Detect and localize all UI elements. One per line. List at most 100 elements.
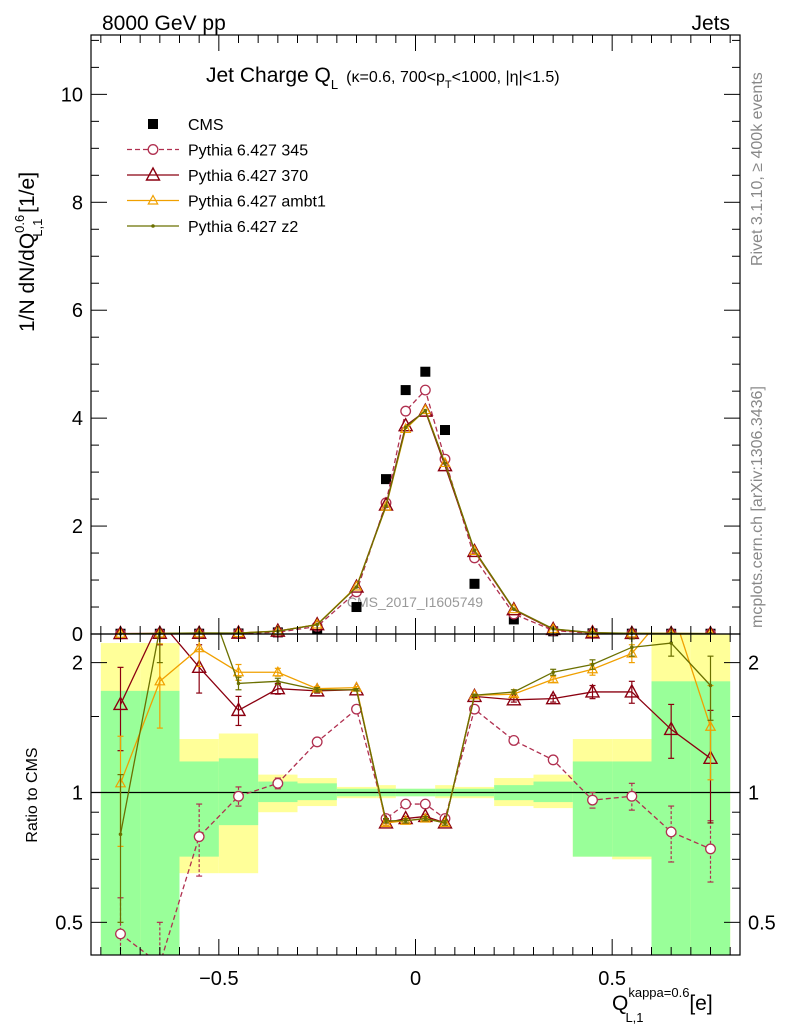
main-point-cms-10 [440, 425, 450, 436]
main-point-z2-7 [384, 504, 388, 508]
ratio-point-p345-3 [233, 790, 244, 802]
main-point-cms-9 [420, 366, 431, 377]
main-point-z2-6 [354, 585, 359, 589]
main-point-ambt1-10 [439, 456, 451, 468]
ratio-point-z2-3 [236, 681, 241, 686]
legend-entry-cms: CMS [148, 117, 224, 134]
title-main-sub: L [331, 77, 338, 92]
main-point-z2-5 [315, 622, 319, 627]
y-axis-label: 1/N dN/dQ0.6 L,1 [1/e] [12, 172, 45, 332]
ratio-ytick-label: 1 [72, 782, 83, 804]
analysis-watermark: CMS_2017_I1605749 [347, 594, 483, 610]
ratio-ytick-label-right: 0.5 [748, 912, 776, 934]
x-axis-label-unit: [e] [684, 992, 713, 1015]
y-axis-label-b: [1/e] [16, 172, 39, 219]
main-ytick-label: 6 [72, 300, 83, 322]
ratio-point-z2-11 [472, 693, 477, 698]
ratio-point-p370-0 [112, 695, 129, 711]
title-main: Jet Charge Q [206, 64, 331, 87]
uncertainty-band-green [297, 783, 337, 801]
x-axis-label: Qkappa=0.6 L,1 [e] [612, 985, 713, 1024]
main-ytick-label: 0 [72, 624, 83, 646]
y-axis-label-sup: 0.6 [12, 215, 27, 233]
main-point-z2-11 [472, 548, 477, 553]
uncertainty-band-green [140, 690, 180, 955]
main-point-ambt1-12 [508, 602, 520, 614]
ratio-point-z2-13 [551, 670, 555, 675]
main-point-p345-8 [400, 405, 412, 417]
main-point-z2-8 [403, 425, 408, 430]
mcplots-label: mcplots.cern.ch [arXiv:1306.3436] [749, 386, 766, 628]
ratio-point-p370-8 [397, 810, 414, 825]
ratio-point-p370-16 [663, 720, 679, 736]
ratio-point-z2-4 [276, 679, 280, 684]
ratio-point-z2-14 [590, 662, 595, 667]
ratio-point-z2-6 [354, 687, 359, 692]
ratio-point-z2-9 [423, 816, 428, 821]
ratio-point-p345-2 [193, 831, 205, 843]
rivet-label: Rivet 3.1.10, ≥ 400k events [749, 72, 766, 266]
legend-entry-p345: Pythia 6.427 345 [127, 143, 308, 160]
main-ytick-label: 4 [72, 408, 83, 430]
ratio-y-axis-label: Ratio to CMS [24, 747, 41, 842]
energy-label: 8000 GeV pp [102, 12, 226, 35]
ratio-line-p345 [120, 708, 711, 955]
main-point-z2-9 [423, 408, 428, 413]
main-line-z2 [120, 409, 711, 635]
ratio-ytick-label: 0.5 [55, 912, 83, 934]
ratio-point-p370-15 [624, 683, 640, 698]
ratio-point-p370-12 [506, 691, 522, 706]
ratio-point-p370-13 [545, 690, 561, 705]
legend-label-p345: Pythia 6.427 345 [188, 143, 308, 160]
ratio-point-ambt1-17 [704, 720, 717, 731]
ratio-point-p345-14 [587, 794, 598, 806]
ratio-point-ambt1-7 [380, 816, 392, 828]
main-point-ambt1-11 [468, 544, 481, 555]
legend-marker-p345 [147, 144, 159, 155]
ratio-point-z2-10 [443, 821, 447, 825]
title-paren-b: <1000, |η|<1.5) [452, 69, 560, 86]
legend-label-ambt1: Pythia 6.427 ambt1 [188, 194, 326, 211]
main-ytick-label: 2 [72, 516, 83, 538]
xtick-label: 0.5 [598, 968, 626, 990]
ratio-point-p345-0 [115, 928, 126, 940]
legend-entry-p370: Pythia 6.427 370 [127, 166, 308, 185]
ratio-point-p370-9 [417, 807, 434, 823]
ratio-point-p345-15 [626, 790, 638, 802]
legend-marker-cms [148, 119, 158, 129]
ratio-point-p345-13 [547, 754, 559, 766]
ratio-point-ambt1-4 [272, 665, 284, 677]
ratio-point-z2-16 [669, 641, 673, 645]
main-point-ambt1-9 [419, 403, 432, 415]
ratio-point-z2-0 [118, 832, 123, 837]
uncertainty-band-green [258, 781, 298, 803]
ratio-point-p345-4 [272, 777, 284, 789]
main-point-cms-6 [351, 602, 362, 613]
legend-marker-p370 [145, 166, 161, 181]
ratio-point-ambt1-15 [626, 647, 638, 658]
ratio-ytick-label-right: 2 [748, 653, 759, 675]
ratio-point-p370-4 [270, 680, 286, 695]
x-axis-label-main: Q [612, 992, 628, 1015]
ratio-point-ambt1-2 [193, 641, 205, 653]
xtick-label: 0 [410, 968, 421, 990]
ratio-series-p345 [115, 703, 716, 955]
ratio-point-p345-8 [400, 798, 412, 810]
main-point-ambt1-7 [380, 500, 392, 511]
ratio-ytick-label-right: 1 [748, 782, 759, 804]
main-point-cms-11 [469, 578, 480, 589]
main-ytick-label: 8 [72, 192, 83, 214]
x-axis-label-sup: kappa=0.6 [628, 985, 689, 1000]
x-axis-label-sub: L,1 [625, 1010, 643, 1024]
ratio-point-p370-14 [584, 683, 601, 698]
category-label: Jets [691, 12, 730, 35]
legend-label-p370: Pythia 6.427 370 [188, 168, 308, 185]
main-point-cms-8 [400, 385, 411, 396]
ratio-ytick-label: 2 [72, 653, 83, 675]
ratio-point-p370-2 [191, 658, 207, 674]
main-point-ambt1-6 [350, 580, 363, 591]
legend-label-cms: CMS [188, 117, 224, 134]
ratio-point-ambt1-14 [586, 663, 599, 674]
ratio-line-p370 [119, 634, 711, 824]
title-paren-sub: T [445, 79, 452, 91]
